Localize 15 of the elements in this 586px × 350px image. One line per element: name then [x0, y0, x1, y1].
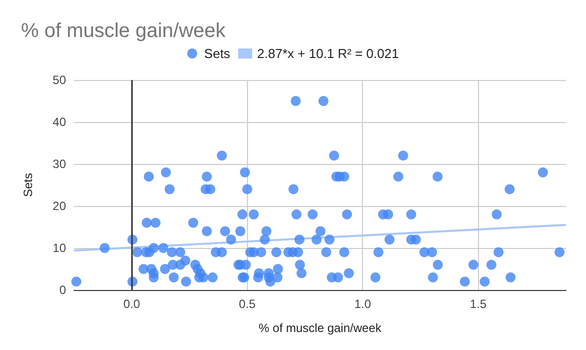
x-tick-label: 0.0 — [123, 297, 140, 311]
chart-title: % of muscle gain/week — [21, 20, 227, 42]
x-tick-label: 1.0 — [354, 297, 372, 311]
y-tick-label: 30 — [52, 157, 66, 171]
legend-label: 2.87*x + 10.1 R² = 0.021 — [257, 46, 399, 61]
y-tick-label: 40 — [52, 115, 66, 129]
y-tick-label: 0 — [59, 283, 66, 297]
y-tick-label: 20 — [52, 199, 66, 213]
y-tick-label: 10 — [52, 241, 66, 255]
y-tick-label: 50 — [52, 73, 66, 87]
x-axis-title: % of muscle gain/week — [258, 321, 382, 335]
legend-label: Sets — [204, 46, 231, 61]
y-axis-title: Sets — [21, 172, 35, 198]
x-tick-label: 0.5 — [238, 297, 256, 311]
x-tick-label: 1.5 — [470, 297, 487, 311]
